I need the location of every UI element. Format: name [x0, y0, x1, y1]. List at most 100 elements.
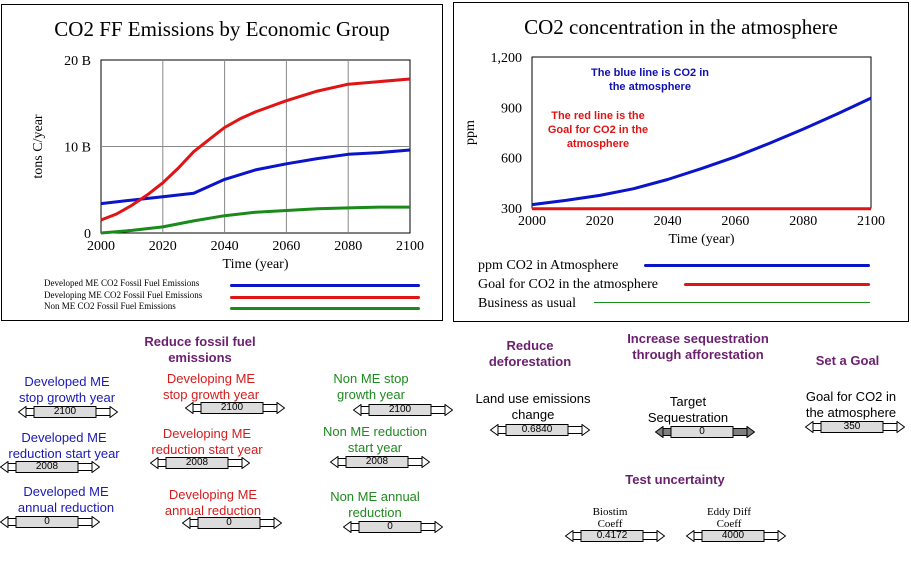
- slider-land-use[interactable]: 0.6840: [490, 424, 590, 436]
- label-biostim: Biostim Coeff: [592, 506, 628, 530]
- slider-right-arrow-icon[interactable]: [109, 406, 118, 418]
- slider-goal-co2[interactable]: 350: [805, 421, 905, 433]
- slider-right-arrow-icon[interactable]: [241, 457, 250, 469]
- slider-left-arrow-icon[interactable]: [330, 456, 339, 468]
- slider-value: 4000: [721, 530, 745, 541]
- slider-biostim[interactable]: 0.4172: [565, 530, 665, 542]
- series-line-1: [100, 77, 411, 222]
- slider-dev-stop[interactable]: 2100: [18, 406, 118, 418]
- slider-right-arrow-icon[interactable]: [273, 517, 282, 529]
- slider-eddy[interactable]: 4000: [686, 530, 786, 542]
- legend-goal: Goal for CO2 in the atmosphere: [478, 277, 659, 292]
- slider-value-box: [165, 457, 229, 469]
- slider-left-arrow-icon[interactable]: [150, 457, 159, 469]
- y-tick-label: 300: [501, 202, 522, 217]
- x-tick-label: 2060: [272, 239, 300, 254]
- slider-value: 2100: [388, 404, 412, 415]
- slider-right-arrow-icon[interactable]: [777, 530, 786, 542]
- label-land-use: Land use emissions change: [475, 391, 591, 422]
- slider-dev-start[interactable]: 2008: [0, 461, 100, 473]
- section-reduce-deforestation: Reduce deforestation: [488, 338, 572, 369]
- emissions-chart-title: CO2 FF Emissions by Economic Group: [54, 17, 390, 41]
- series-line-2: [100, 205, 410, 235]
- slider-value-box: [505, 424, 569, 436]
- slider-value-box: [358, 521, 422, 533]
- slider-value: 2100: [53, 406, 77, 417]
- slider-track: [0, 461, 100, 473]
- slider-track: [182, 517, 282, 529]
- slider-left-arrow-icon[interactable]: [0, 516, 9, 528]
- slider-left-arrow-icon[interactable]: [185, 402, 194, 414]
- slider-left-arrow-icon[interactable]: [353, 404, 362, 416]
- slider-right-arrow-icon[interactable]: [91, 516, 100, 528]
- x-tick-label: 2100: [396, 239, 424, 254]
- label-non-stop: Non ME stop growth year: [333, 371, 409, 402]
- slider-left-arrow-icon[interactable]: [686, 530, 695, 542]
- legend-line-non-me: [230, 307, 420, 310]
- label-dev-annual: Developed ME annual reduction: [17, 484, 115, 515]
- slider-right-arrow-icon[interactable]: [434, 521, 443, 533]
- slider-value: 0: [699, 426, 705, 437]
- y-tick-label: 10 B: [64, 141, 91, 156]
- slider-track: [330, 456, 430, 468]
- slider-left-arrow-icon[interactable]: [805, 421, 814, 433]
- x-tick-label: 2040: [654, 214, 682, 229]
- x-tick-label: 2060: [721, 214, 749, 229]
- slider-right-arrow-icon[interactable]: [444, 404, 453, 416]
- slider-left-arrow-icon[interactable]: [565, 530, 574, 542]
- slider-left-arrow-icon[interactable]: [490, 424, 499, 436]
- slider-right-arrow-icon[interactable]: [656, 530, 665, 542]
- slider-dvg-annual[interactable]: 0: [182, 517, 282, 529]
- slider-right-arrow-icon[interactable]: [276, 402, 285, 414]
- slider-left-arrow-icon[interactable]: [655, 426, 664, 438]
- slider-right-arrow-icon[interactable]: [91, 461, 100, 473]
- slider-right-arrow-icon[interactable]: [896, 421, 905, 433]
- slider-value-box: [580, 530, 644, 542]
- y-tick-label: 1,200: [491, 51, 523, 66]
- x-tick-label: 2000: [518, 214, 546, 229]
- slider-value: 350: [843, 421, 861, 432]
- label-eddy: Eddy Diff Coeff: [706, 506, 752, 530]
- emissions-chart-panel: CO2 FF Emissions by Economic Group 0 10 B…: [1, 4, 443, 321]
- slider-left-arrow-icon[interactable]: [18, 406, 27, 418]
- slider-value: 0.4172: [596, 530, 628, 541]
- slider-track: [343, 521, 443, 533]
- legend-bau: Business as usual: [478, 296, 576, 311]
- slider-target-seq[interactable]: 0: [655, 426, 755, 438]
- slider-non-stop[interactable]: 2100: [353, 404, 453, 416]
- x-axis-label: Time (year): [223, 257, 289, 272]
- section-increase-sequestration: Increase sequestration through afforesta…: [627, 331, 769, 362]
- slider-left-arrow-icon[interactable]: [343, 521, 352, 533]
- slider-dvg-stop[interactable]: 2100: [185, 402, 285, 414]
- slider-non-start[interactable]: 2008: [330, 456, 430, 468]
- label-dvg-stop: Developing ME stop growth year: [162, 371, 260, 402]
- slider-dev-annual[interactable]: 0: [0, 516, 100, 528]
- legend-line-developing: [230, 296, 420, 299]
- slider-right-arrow-icon[interactable]: [581, 424, 590, 436]
- label-dev-stop: Developed ME stop growth year: [18, 374, 116, 405]
- legend-line-developed: [230, 284, 420, 287]
- x-tick-label: 2080: [789, 214, 817, 229]
- label-goal-co2: Goal for CO2 in the atmosphere: [805, 389, 897, 420]
- section-reduce-ff: Reduce fossil fuel emissions: [144, 334, 256, 365]
- series-line-0: [100, 148, 411, 206]
- slider-left-arrow-icon[interactable]: [182, 517, 191, 529]
- y-tick-label: 0: [84, 227, 91, 242]
- slider-left-arrow-icon[interactable]: [0, 461, 9, 473]
- slider-dvg-start[interactable]: 2008: [150, 457, 250, 469]
- slider-value-box: [197, 517, 261, 529]
- slider-value-box: [200, 402, 264, 414]
- slider-value: 0: [226, 517, 232, 528]
- slider-value-box: [701, 530, 765, 542]
- annotation-blue: The blue line is CO2 in the atmosphere: [591, 67, 709, 93]
- label-target-seq: Target Sequestration: [647, 394, 729, 425]
- x-axis-label: Time (year): [669, 232, 735, 247]
- co2-chart: 300 600 900 1,200 2000 2020 2040 2060 2080 2100 Ti…: [463, 51, 885, 247]
- slider-right-arrow-icon[interactable]: [746, 426, 755, 438]
- slider-right-arrow-icon[interactable]: [421, 456, 430, 468]
- series-line-0: [531, 96, 872, 207]
- slider-value-box: [15, 516, 79, 528]
- slider-value: 2008: [35, 461, 59, 472]
- x-tick-label: 2020: [586, 214, 614, 229]
- slider-non-annual[interactable]: 0: [343, 521, 443, 533]
